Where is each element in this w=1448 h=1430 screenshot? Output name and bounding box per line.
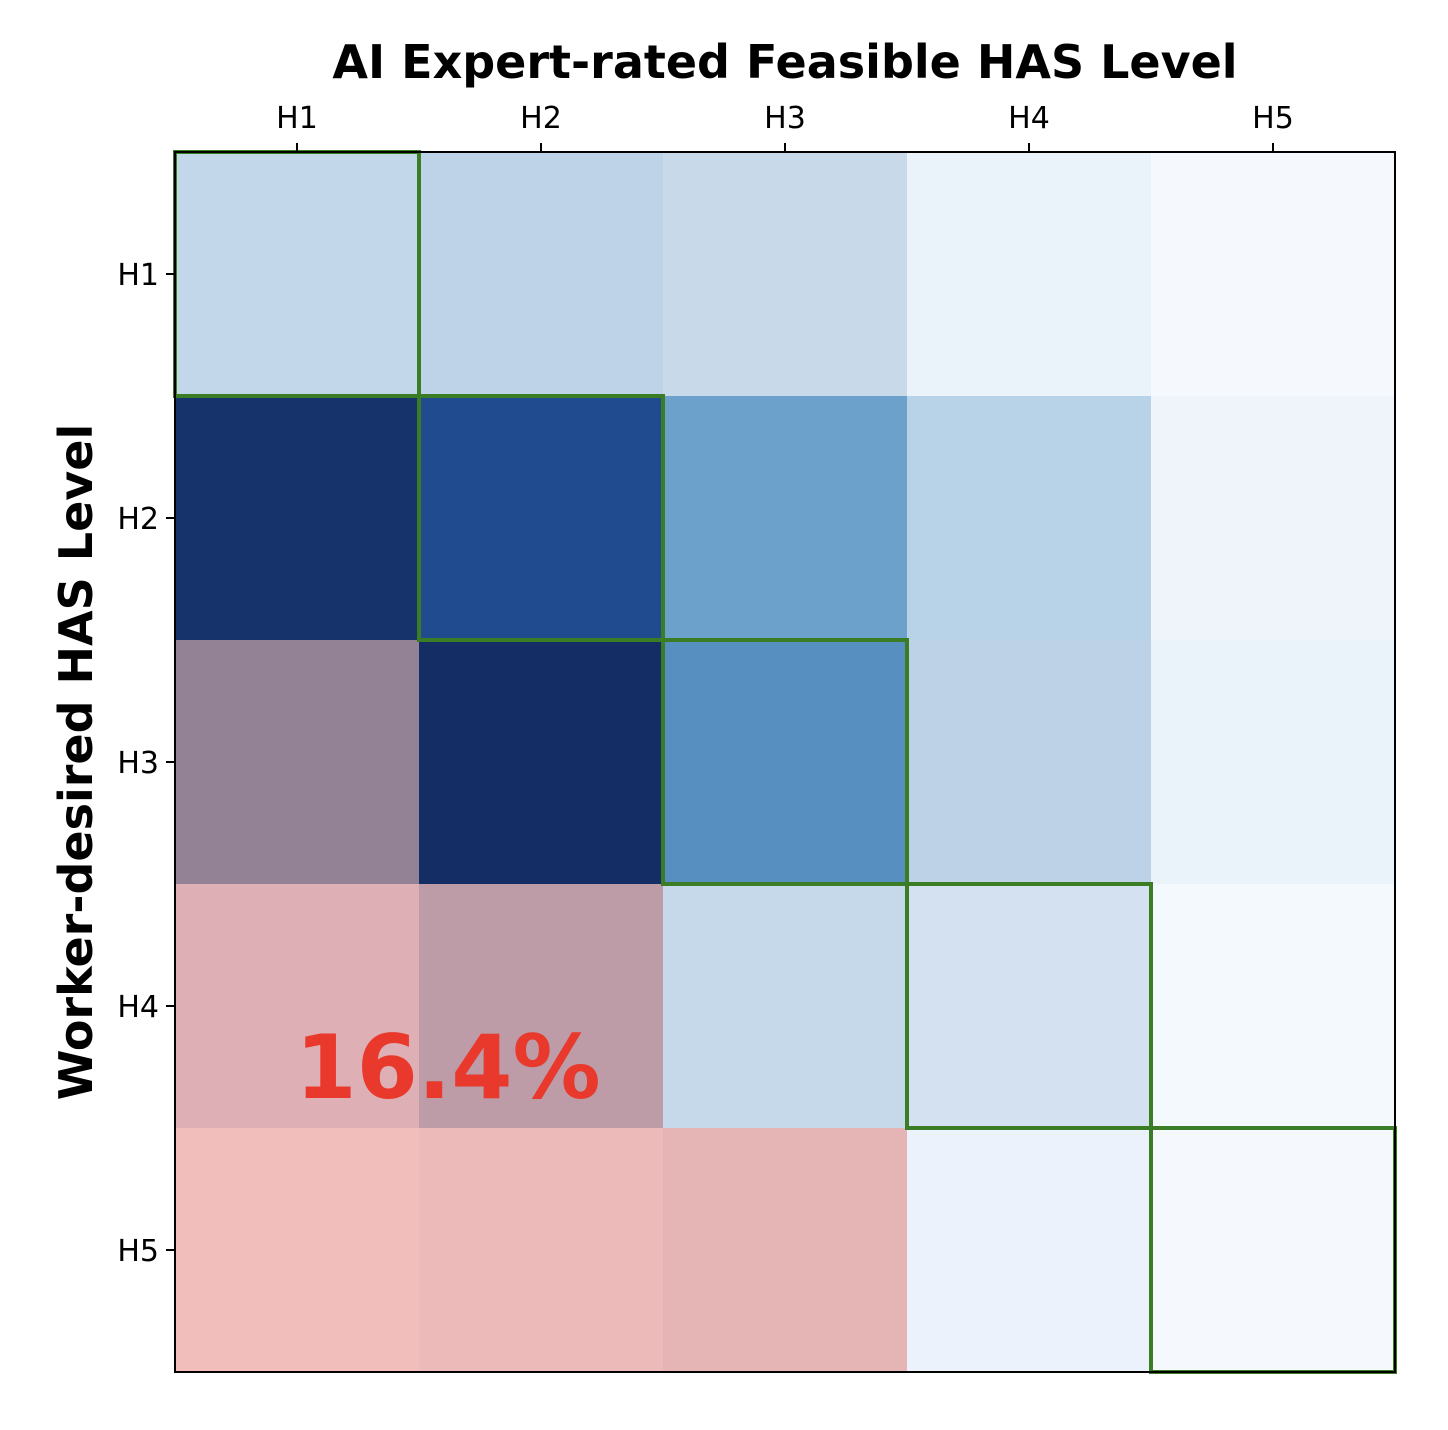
heatmap-cell-r2-c1 <box>175 396 420 641</box>
heatmap-cells <box>175 152 1396 1373</box>
y-tick-label: H3 <box>117 746 159 781</box>
heatmap-cell-r2-c3 <box>663 396 908 641</box>
heatmap-cell-r1-c2 <box>419 152 664 397</box>
heatmap-cell-r4-c1 <box>175 884 420 1129</box>
y-tick-label: H4 <box>117 990 159 1025</box>
heatmap-cell-r3-c3 <box>663 640 908 885</box>
y-tick-label: H5 <box>117 1234 159 1269</box>
heatmap-cell-r5-c1 <box>175 1128 420 1373</box>
y-tick-label: H2 <box>117 502 159 537</box>
heatmap-cell-r2-c5 <box>1151 396 1396 641</box>
annotation-percentage: 16.4% <box>295 1016 600 1119</box>
x-tick-label: H1 <box>276 101 318 136</box>
x-tick-label: H2 <box>520 101 562 136</box>
heatmap-cell-r2-c2 <box>419 396 664 641</box>
heatmap-cell-r5-c3 <box>663 1128 908 1373</box>
heatmap-cell-r4-c5 <box>1151 884 1396 1129</box>
y-tick-label: H1 <box>117 258 159 293</box>
diagonal-outline-4 <box>905 882 1153 1130</box>
heatmap-cell-r3-c2 <box>419 640 664 885</box>
heatmap-cell-r1-c1 <box>175 152 420 397</box>
heatmap-cell-r5-c4 <box>907 1128 1152 1373</box>
heatmap-cell-r4-c4 <box>907 884 1152 1129</box>
heatmap-cell-r3-c5 <box>1151 640 1396 885</box>
heatmap-cell-r3-c1 <box>175 640 420 885</box>
chart-title: AI Expert-rated Feasible HAS Level <box>332 35 1237 89</box>
y-axis-label: Worker-desired HAS Level <box>49 424 103 1101</box>
heatmap-cell-r4-c3 <box>663 884 908 1129</box>
heatmap-cell-r1-c4 <box>907 152 1152 397</box>
diagonal-outline-3 <box>661 638 909 886</box>
heatmap-cell-r1-c5 <box>1151 152 1396 397</box>
heatmap-cell-r5-c2 <box>419 1128 664 1373</box>
heatmap-cell-r4-c2 <box>419 884 664 1129</box>
heatmap-cell-r2-c4 <box>907 396 1152 641</box>
x-tick-label: H3 <box>764 101 806 136</box>
heatmap-cell-r1-c3 <box>663 152 908 397</box>
x-tick-label: H4 <box>1008 101 1050 136</box>
heatmap-cell-r3-c4 <box>907 640 1152 885</box>
y-axis-ticks: H1 H2 H3 H4 H5 <box>117 258 175 1269</box>
x-axis-ticks: H1 H2 H3 H4 H5 <box>276 101 1294 152</box>
x-tick-label: H5 <box>1252 101 1294 136</box>
diagonal-outline-2 <box>417 394 665 642</box>
heatmap-cell-r5-c5 <box>1151 1128 1396 1373</box>
